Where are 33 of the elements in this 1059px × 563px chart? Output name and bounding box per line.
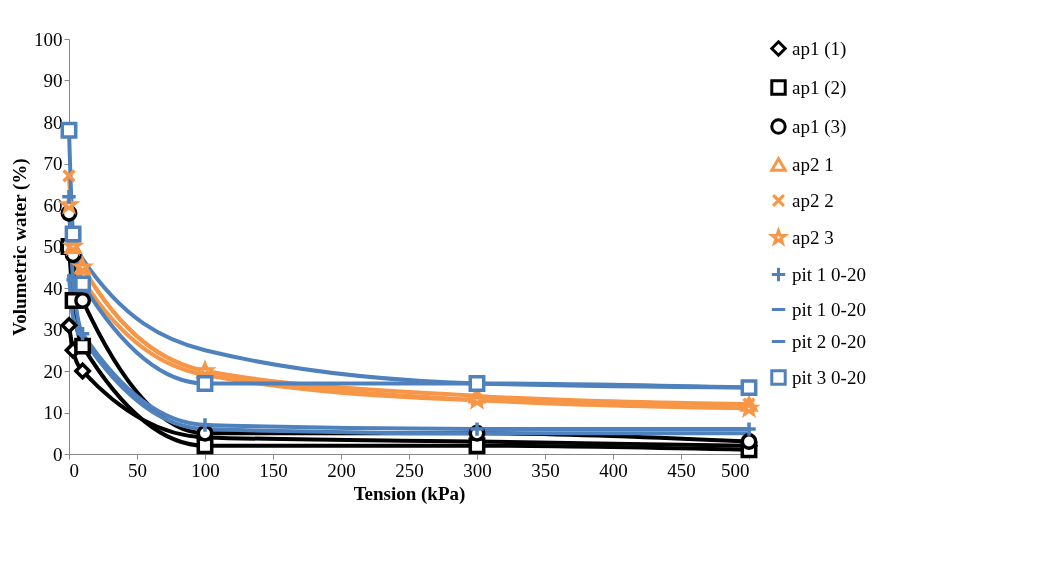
x-tick-label: 150 — [259, 459, 288, 481]
x-tick-label: 100 — [191, 459, 220, 481]
legend-label: pit 1 0-20 — [792, 263, 866, 285]
y-tick-label: 90 — [43, 70, 63, 91]
x-tick-label: 50 — [128, 459, 147, 481]
y-tick-label: 70 — [43, 153, 63, 174]
x-tick-label: 0 — [69, 459, 79, 481]
x-tick-label: 250 — [395, 459, 424, 481]
legend-label: pit 3 0-20 — [792, 366, 866, 388]
legend-label: ap1 (1) — [792, 37, 847, 60]
x-tick-label: 500 — [721, 459, 750, 481]
x-tick-label: 450 — [667, 459, 696, 481]
x-axis-title: Tension (kPa) — [353, 482, 466, 505]
legend-label: ap2 2 — [792, 189, 834, 211]
x-tick-label: 400 — [599, 459, 628, 481]
legend-label: pit 1 0-20 — [792, 298, 866, 320]
y-tick-label: 80 — [43, 111, 63, 133]
y-tick-label: 40 — [43, 277, 63, 299]
y-tick-label: 0 — [53, 443, 63, 465]
y-tick-label: 100 — [34, 28, 63, 50]
y-tick-label: 30 — [43, 319, 63, 340]
legend-label: ap2 3 — [792, 226, 834, 248]
y-tick-label: 20 — [43, 360, 63, 382]
y-tick-label: 60 — [43, 194, 63, 216]
x-tick-label: 300 — [463, 459, 492, 481]
y-axis-title: Volumetric water (%) — [9, 158, 31, 336]
y-tick-label: 10 — [43, 402, 63, 423]
x-tick-label: 350 — [531, 459, 560, 481]
legend-label: ap1 (2) — [792, 76, 847, 99]
legend-label: ap1 (3) — [792, 115, 847, 138]
legend-label: ap2 1 — [792, 153, 834, 175]
legend-label: pit 2 0-20 — [792, 330, 866, 352]
x-tick-label: 200 — [327, 459, 356, 481]
